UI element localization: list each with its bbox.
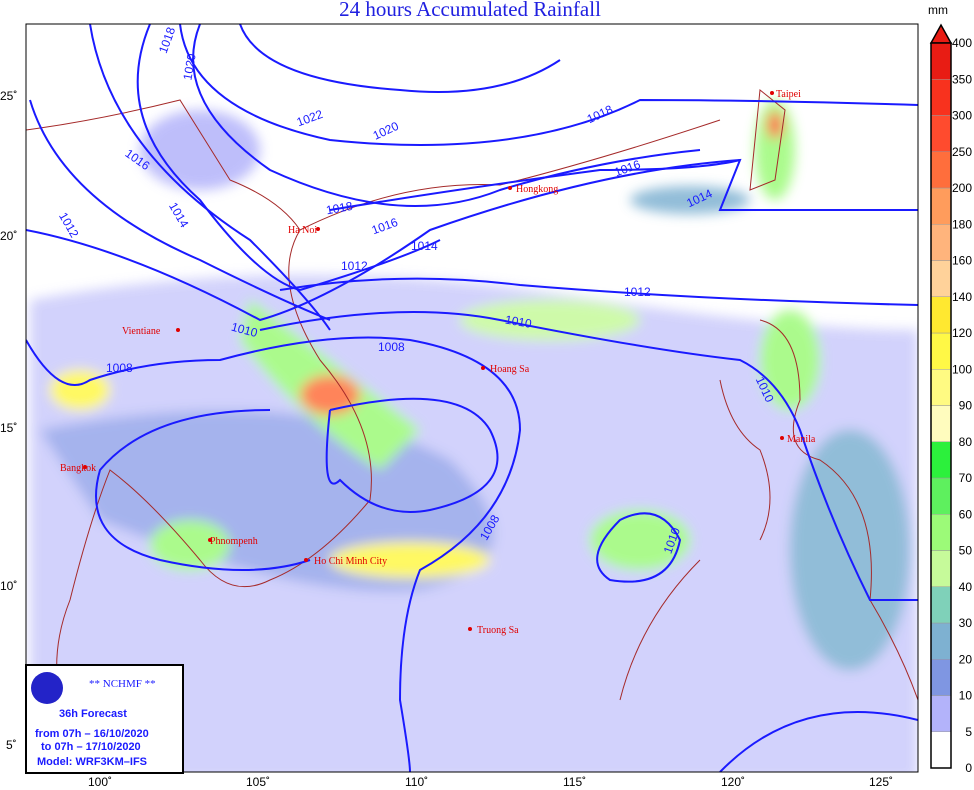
colorbar-label: 80 (959, 435, 973, 449)
colorbar-label: 90 (959, 399, 973, 413)
city-hcmc: Ho Chi Minh City (314, 556, 387, 567)
svg-text:1012: 1012 (341, 259, 368, 273)
forecast-info-box: ** NCHMF ** 36h Forecast from 07h – 16/1… (25, 664, 184, 774)
colorbar-segment (930, 79, 952, 116)
colorbar-label: 40 (959, 580, 973, 594)
isobars (26, 24, 918, 772)
colorbar-label: 160 (952, 254, 972, 268)
city-truongsa: Truong Sa (477, 625, 519, 636)
colorbar-label: 100 (952, 362, 972, 376)
svg-text:100˚: 100˚ (88, 775, 112, 789)
svg-text:1022: 1022 (295, 107, 325, 129)
colorbar-segment (930, 187, 952, 225)
colorbar-segment (930, 514, 952, 551)
svg-text:1016: 1016 (370, 215, 400, 237)
svg-text:15˚: 15˚ (0, 421, 17, 435)
svg-text:115˚: 115˚ (563, 775, 586, 789)
svg-text:20˚: 20˚ (0, 229, 17, 243)
colorbar-segment (930, 369, 952, 406)
colorbar-label: 400 (952, 36, 972, 50)
svg-text:1010: 1010 (504, 313, 533, 331)
colorbar-label: 250 (952, 145, 972, 159)
city-taipei: Taipei (776, 89, 801, 100)
colorbar-label: 60 (959, 507, 973, 521)
svg-text:25˚: 25˚ (0, 89, 17, 103)
colorbar-segment (930, 405, 952, 442)
colorbar-label: 30 (959, 616, 973, 630)
city-manila: Manila (787, 434, 816, 445)
org-label: ** NCHMF ** (89, 678, 156, 690)
colorbar-label: 5 (965, 725, 972, 739)
svg-text:125˚: 125˚ (869, 775, 893, 789)
nchmf-logo (31, 672, 63, 704)
colorbar-segment (930, 477, 952, 515)
colorbar-label: 200 (952, 181, 972, 195)
colorbar-segment (930, 332, 952, 370)
axis-ticks: 100˚ 105˚ 110˚ 115˚ 120˚ 125˚ 25˚ 20˚ 15… (0, 89, 893, 789)
svg-text:1020: 1020 (371, 119, 401, 143)
colorbar-segment (930, 441, 952, 479)
svg-text:5˚: 5˚ (6, 738, 17, 752)
colorbar-label: 350 (952, 72, 972, 86)
colorbar-segment (930, 731, 952, 769)
colorbar-segment (930, 622, 952, 660)
city-vientiane: Vientiane (122, 326, 161, 337)
colorbar-label: 20 (959, 652, 973, 666)
city-phnompenh: Phnompenh (210, 536, 258, 547)
colorbar-segment (930, 586, 952, 624)
colorbar-label: 180 (952, 217, 972, 231)
model-label: Model: WRF3KM–IFS (37, 756, 147, 768)
city-hongkong: Hongkong (516, 184, 558, 195)
colorbar-label: 120 (952, 326, 972, 340)
svg-text:1018: 1018 (156, 25, 178, 55)
colorbar-label: 300 (952, 109, 972, 123)
map-title: 24 hours Accumulated Rainfall (339, 0, 601, 21)
colorbar-unit: mm (928, 3, 948, 17)
colorbar-segment (930, 151, 952, 189)
colorbar-label: 0 (965, 761, 972, 775)
forecast-to: to 07h – 17/10/2020 (41, 741, 141, 753)
colorbar-label: 50 (959, 544, 973, 558)
colorbar-segment (930, 296, 952, 334)
svg-text:105˚: 105˚ (246, 775, 270, 789)
colorbar-segment (930, 260, 952, 297)
colorbar: mm 0 5 10 20 30 40 50 60 70 80 90 100 120 140 160 180 20… (928, 3, 972, 775)
city-hoangsa: Hoang Sa (490, 364, 530, 375)
colorbar-segment (930, 42, 952, 80)
svg-text:1012: 1012 (56, 210, 82, 240)
forecast-label: 36h Forecast (59, 708, 127, 720)
colorbar-arrow (929, 23, 953, 44)
svg-text:1014: 1014 (166, 200, 192, 230)
colorbar-label: 70 (959, 471, 973, 485)
svg-text:110˚: 110˚ (405, 775, 428, 789)
svg-text:1018: 1018 (585, 102, 615, 126)
svg-text:120˚: 120˚ (721, 775, 745, 789)
colorbar-segment (930, 224, 952, 261)
city-bangkok: Bangkok (60, 463, 96, 474)
colorbar-segment (930, 115, 952, 152)
svg-text:1014: 1014 (411, 239, 438, 253)
city-labels: Taipei Hongkong Ha Noi Vientiane Hoang S… (60, 89, 816, 636)
colorbar-label: 140 (952, 290, 972, 304)
svg-text:1008: 1008 (378, 340, 405, 354)
colorbar-segment (930, 659, 952, 696)
city-hanoi: Ha Noi (288, 225, 317, 236)
colorbar-segment (930, 550, 952, 587)
rainfall-field (30, 100, 918, 772)
svg-text:10˚: 10˚ (0, 579, 17, 593)
colorbar-segment (930, 695, 952, 732)
forecast-from: from 07h – 16/10/2020 (35, 728, 149, 740)
colorbar-label: 10 (959, 689, 973, 703)
svg-text:1008: 1008 (106, 361, 133, 375)
svg-text:1020: 1020 (180, 52, 198, 81)
svg-text:1012: 1012 (624, 285, 651, 299)
svg-text:1010: 1010 (230, 320, 260, 341)
svg-text:1018: 1018 (325, 199, 354, 217)
